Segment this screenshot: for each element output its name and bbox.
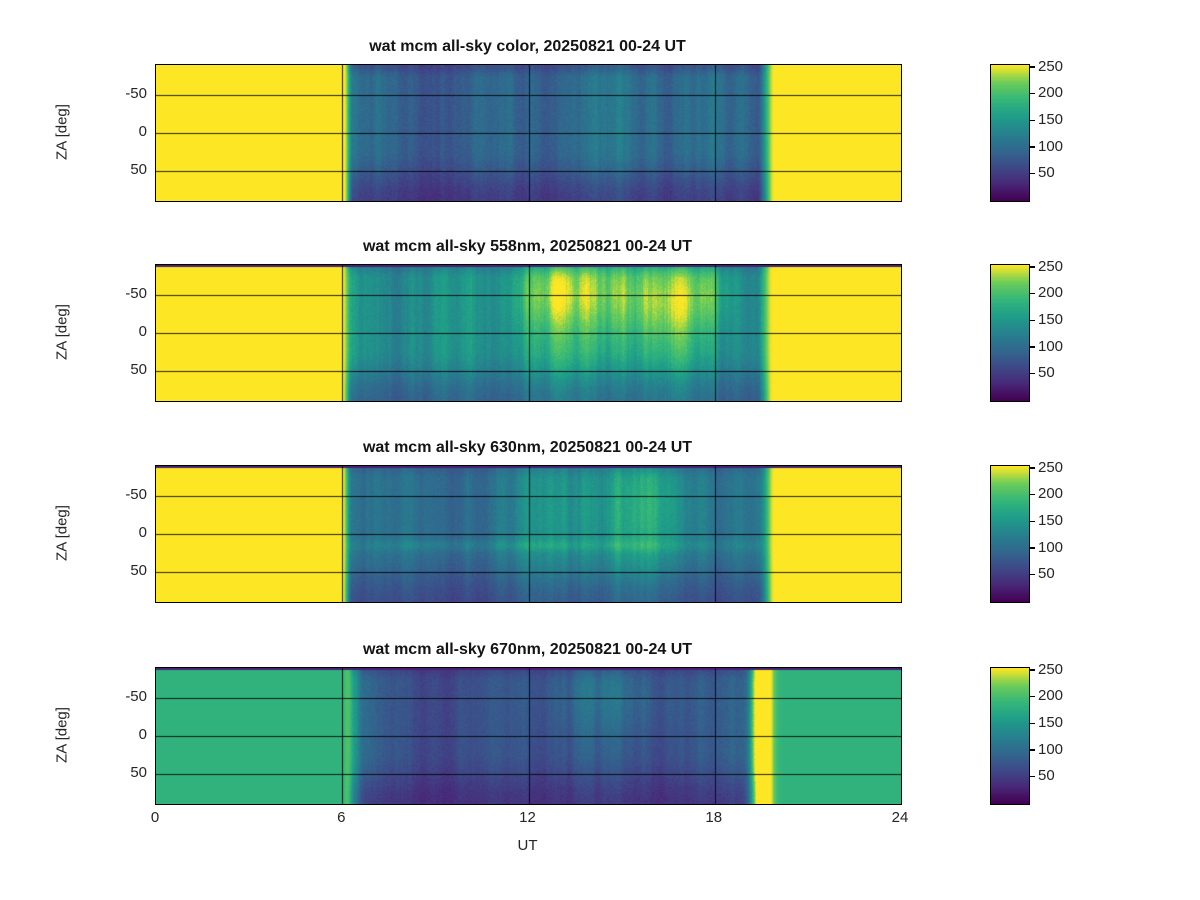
colorbar-tick-mark [1029,722,1035,724]
colorbar-tick-label: 250 [1038,458,1064,476]
panel-558nm: wat mcm all-sky 558nm, 20250821 00-24 UT… [0,238,1200,402]
colorbar-tick-label: 150 [1038,512,1064,529]
colorbar-tick-label: 100 [1038,538,1064,556]
heatmap-canvas [155,465,902,603]
colorbar-tick-label: 100 [1038,137,1064,155]
x-axis-label: UT [517,837,538,854]
colorbar-tick-mark [1029,775,1035,778]
colorbar-tick-label: 150 [1038,714,1064,731]
y-tick-label: -50 [125,486,147,504]
colorbar-tick-label: 250 [1038,257,1064,275]
colorbar-tick-mark [1029,493,1035,496]
panel-title: wat mcm all-sky 630nm, 20250821 00-24 UT [362,439,693,456]
colorbar-tick-label: 50 [1038,767,1055,785]
colorbar-tick-mark [1029,346,1035,348]
panel-title: wat mcm all-sky 558nm, 20250821 00-24 UT [362,238,693,255]
colorbar-tick-mark [1029,319,1035,321]
colorbar-tick-label: 50 [1038,565,1055,583]
colorbar-tick-label: 200 [1038,687,1064,705]
y-tick-label: 0 [138,323,147,340]
y-tick-label: 50 [130,160,147,178]
colorbar-tick-mark [1029,669,1035,671]
heatmap-canvas [155,64,902,202]
colorbar-tick-mark [1029,172,1035,175]
y-axis-label: ZA [deg] [53,104,71,160]
x-tick-label: 6 [337,809,346,826]
colorbar-canvas [990,667,1030,805]
colorbar-tick-mark [1029,695,1035,698]
colorbar-tick-mark [1029,292,1035,295]
y-tick-label: 50 [130,561,147,579]
heatmap-canvas [155,667,902,805]
colorbar-tick-label: 100 [1038,337,1064,355]
y-tick-label: -50 [125,85,147,103]
colorbar-tick-mark [1029,573,1035,576]
colorbar-tick-mark [1029,119,1035,121]
colorbar-tick-label: 200 [1038,485,1064,503]
colorbar-canvas [990,465,1030,603]
colorbar-tick-mark [1029,266,1035,268]
panel-color: wat mcm all-sky color, 20250821 00-24 UT… [0,38,1200,202]
panel-670nm: wat mcm all-sky 670nm, 20250821 00-24 UT… [0,641,1200,854]
colorbar-tick-label: 50 [1038,364,1055,382]
colorbar-tick-mark [1029,547,1035,549]
y-tick-label: -50 [125,688,147,706]
y-axis-label: ZA [deg] [53,505,71,561]
colorbar-tick-label: 200 [1038,284,1064,302]
x-tick-label: 18 [705,809,723,826]
y-tick-label: 50 [130,360,147,378]
heatmap-canvas [155,264,902,402]
x-tick-label: 12 [519,809,536,826]
y-axis-label: ZA [deg] [53,304,71,360]
colorbar-tick-label: 250 [1038,57,1064,75]
panel-630nm: wat mcm all-sky 630nm, 20250821 00-24 UT… [0,439,1200,603]
y-axis-label: ZA [deg] [53,707,71,763]
colorbar-tick-mark [1029,92,1035,95]
colorbar-canvas [990,264,1030,402]
panel-title: wat mcm all-sky color, 20250821 00-24 UT [369,38,686,55]
colorbar-tick-label: 150 [1038,311,1064,328]
y-tick-label: -50 [125,285,147,303]
colorbar-tick-mark [1029,66,1035,68]
colorbar-tick-label: 100 [1038,740,1064,758]
y-tick-label: 0 [138,524,147,541]
x-tick-label: 0 [150,809,160,826]
colorbar-tick-mark [1029,146,1035,148]
x-tick-label: 24 [891,809,909,826]
colorbar-tick-mark [1029,520,1035,522]
panel-title: wat mcm all-sky 670nm, 20250821 00-24 UT [362,641,693,658]
colorbar-tick-mark [1029,749,1035,751]
colorbar-tick-mark [1029,467,1035,469]
y-tick-label: 0 [138,726,147,743]
y-tick-label: 0 [138,123,147,140]
colorbar-tick-mark [1029,372,1035,375]
y-tick-label: 50 [130,763,147,781]
colorbar-tick-label: 150 [1038,111,1064,128]
colorbar-canvas [990,64,1030,202]
colorbar-tick-label: 250 [1038,660,1064,678]
colorbar-tick-label: 50 [1038,164,1055,182]
colorbar-tick-label: 200 [1038,84,1064,102]
